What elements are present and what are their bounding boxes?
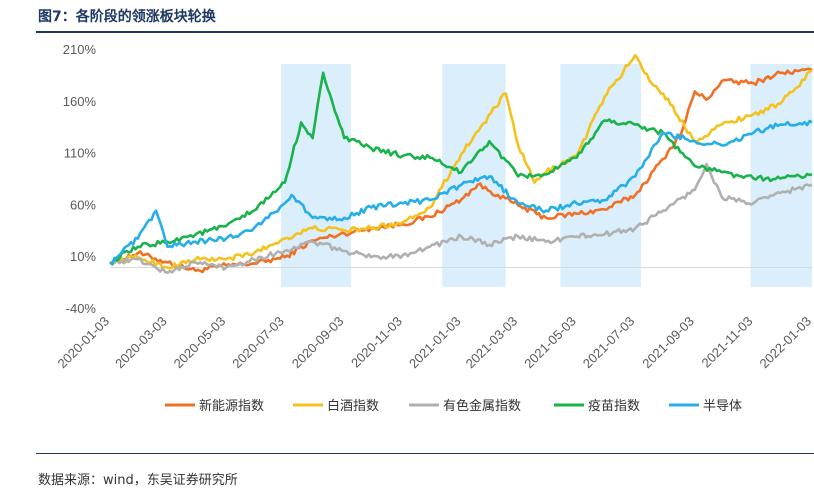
y-tick-label: 160% [63, 94, 97, 109]
series-lines [109, 53, 813, 274]
legend-label-2: 白酒指数 [327, 398, 379, 414]
legend-label-4: 疫苗指数 [588, 398, 640, 414]
footer-rule [36, 453, 814, 454]
title-rule [36, 31, 814, 33]
y-tick-label: -40% [66, 301, 97, 316]
x-tick-label: 2022-01-03 [756, 314, 814, 372]
highlight-bands [280, 64, 812, 287]
x-tick-label: 2020-07-03 [229, 314, 287, 372]
series-line-1 [109, 67, 813, 274]
x-tick-label: 2021-03-03 [463, 314, 521, 372]
x-tick-label: 2021-01-03 [406, 314, 464, 372]
x-tick-label: 2021-11-03 [699, 314, 756, 371]
highlight-band-3 [560, 64, 642, 287]
y-tick-label: 60% [70, 197, 96, 212]
highlight-band-2 [442, 64, 506, 287]
x-tick-label: 2020-05-03 [171, 314, 229, 372]
series-line-5 [109, 119, 813, 265]
figure-title: 图7：各阶段的领涨板块轮换 [38, 9, 216, 25]
y-tick-label: 210% [63, 42, 97, 57]
series-line-3 [109, 162, 813, 274]
y-axis: 210% 160% 110% 60% 10% -40% [63, 42, 97, 316]
series-line-4 [109, 71, 813, 265]
x-tick-label: 2020-03-03 [112, 314, 170, 372]
series-line-2 [109, 53, 813, 270]
x-tick-label: 2020-01-03 [54, 314, 112, 372]
x-tick-label: 2020-11-03 [348, 314, 405, 371]
legend: 新能源指数 白酒指数 有色金属指数 疫苗指数 半导体 [165, 398, 742, 414]
legend-label-3: 有色金属指数 [443, 398, 521, 414]
x-tick-label: 2021-07-03 [580, 314, 638, 372]
x-tick-label: 2021-05-03 [521, 314, 579, 372]
legend-label-1: 新能源指数 [199, 398, 264, 414]
x-axis: 2020-01-03 2020-03-03 2020-05-03 2020-07-03… [54, 314, 814, 372]
legend-label-5: 半导体 [703, 399, 742, 414]
source-note: 数据来源：wind，东吴证券研究所 [38, 473, 238, 488]
x-tick-label: 2021-09-03 [639, 314, 697, 372]
y-tick-label: 10% [70, 249, 96, 264]
y-tick-label: 110% [64, 146, 97, 161]
x-tick-label: 2020-09-03 [289, 314, 347, 372]
